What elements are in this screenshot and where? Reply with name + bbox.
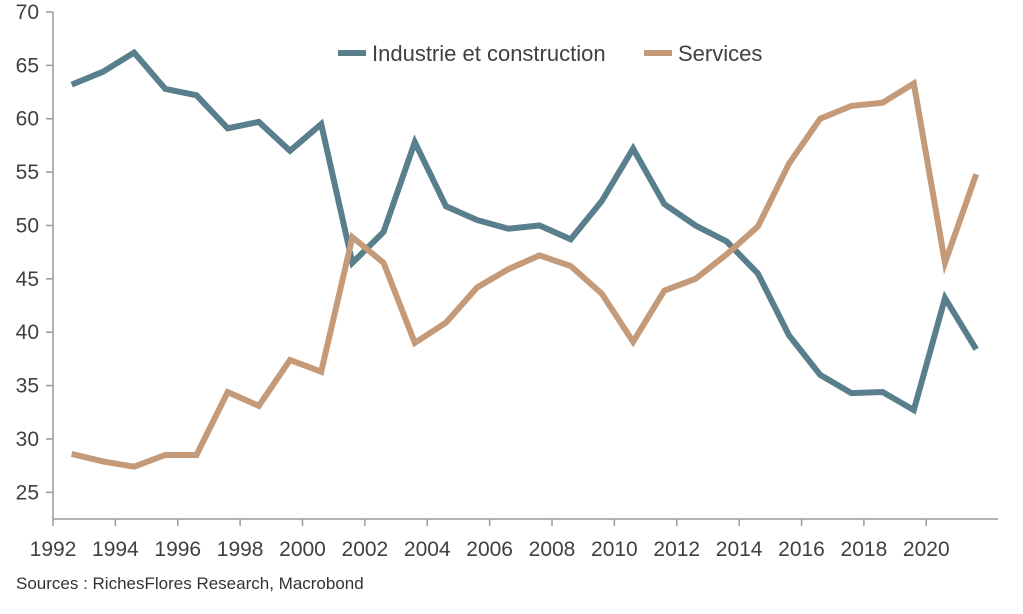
- legend-label-0: Industrie et construction: [372, 41, 606, 66]
- legend-label-1: Services: [678, 41, 762, 66]
- x-tick-label: 2006: [466, 538, 513, 561]
- x-tick-label: 2018: [841, 538, 888, 561]
- y-tick-label: 55: [16, 161, 39, 184]
- y-tick-label: 45: [16, 268, 39, 291]
- x-tick-label: 2004: [404, 538, 451, 561]
- x-tick-label: 2008: [529, 538, 576, 561]
- x-tick-label: 2012: [653, 538, 700, 561]
- x-tick-label: 2002: [342, 538, 389, 561]
- x-tick-label: 2020: [903, 538, 950, 561]
- x-tick-label: 1996: [154, 538, 201, 561]
- y-tick-label: 40: [16, 321, 39, 344]
- source-note: Sources : RichesFlores Research, Macrobo…: [16, 574, 364, 593]
- x-tick-label: 1994: [92, 538, 139, 561]
- x-tick-label: 1998: [217, 538, 264, 561]
- y-tick-label: 50: [16, 214, 39, 237]
- series-line-1: [70, 78, 980, 470]
- y-tick-label: 25: [16, 481, 39, 504]
- x-tick-label: 2016: [778, 538, 825, 561]
- x-tick-label: 2010: [591, 538, 638, 561]
- y-tick-label: 60: [16, 108, 39, 131]
- x-tick-label: 2014: [716, 538, 763, 561]
- x-tick-label: 2000: [279, 538, 326, 561]
- x-tick-label: 1992: [30, 538, 77, 561]
- y-tick-label: 35: [16, 375, 39, 398]
- y-tick-label: 65: [16, 54, 39, 77]
- y-tick-label: 70: [16, 1, 39, 24]
- series-line-0: [70, 48, 979, 415]
- y-tick-label: 30: [16, 428, 39, 451]
